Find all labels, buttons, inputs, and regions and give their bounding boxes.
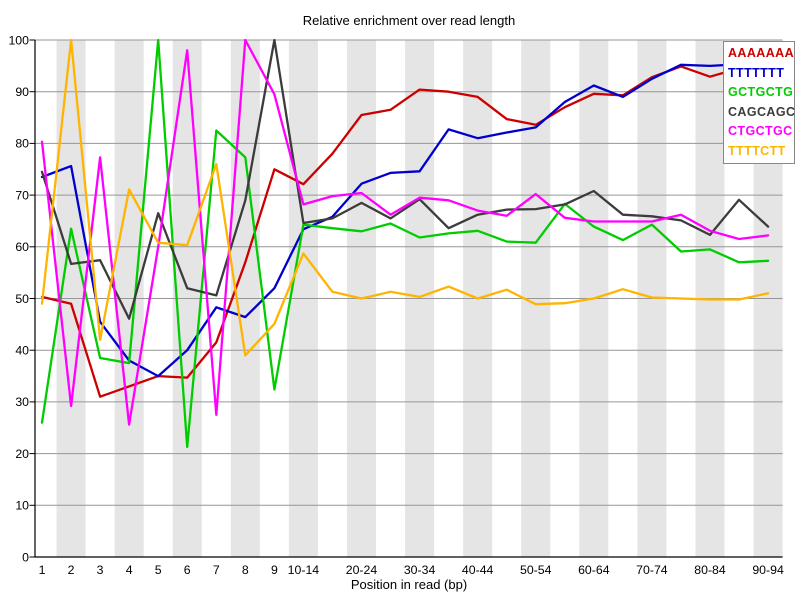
- chart-title: Relative enrichment over read length: [302, 13, 516, 28]
- series-line-AAAAAAA: [40, 62, 770, 398]
- x-tick-label: 90-94: [752, 563, 784, 577]
- y-tick-label: 80: [15, 137, 29, 151]
- legend-entry-AAAAAAA: AAAAAAA: [728, 46, 794, 60]
- series-line-TTTTCTT: [40, 38, 770, 357]
- legend-entry-CTGCTGC: CTGCTGC: [728, 124, 793, 139]
- legend-entry-TTTTCTT: TTTTCTT: [728, 143, 786, 158]
- legend: AAAAAAA TTTTTTT GCTGCTG CAGCAGC CTGCTGC TTTTC…: [723, 41, 795, 164]
- series-line-GCTGCTG: [40, 38, 770, 449]
- legend-entry-GCTGCTG: GCTGCTG: [728, 85, 794, 100]
- y-tick-label: 90: [15, 85, 29, 99]
- x-tick-label: 3: [97, 563, 104, 577]
- x-tick-label: 30-34: [404, 563, 436, 577]
- x-tick-label: 7: [213, 563, 220, 577]
- series-line-CAGCAGC: [40, 38, 770, 320]
- x-tick-label: 1: [39, 563, 46, 577]
- legend-entry-CAGCAGC: CAGCAGC: [728, 104, 796, 119]
- x-tick-label: 9: [271, 563, 278, 577]
- series-line-CTGCTGC: [40, 38, 770, 426]
- x-tick-label: 5: [155, 563, 162, 577]
- x-tick-label: 40-44: [462, 563, 494, 577]
- x-tick-label: 60-64: [578, 563, 610, 577]
- y-tick-label: 20: [15, 447, 29, 461]
- x-tick-label: 70-74: [636, 563, 668, 577]
- y-tick-label: 50: [15, 292, 29, 306]
- x-tick-label: 10-14: [288, 563, 320, 577]
- y-tick-label: 100: [8, 33, 29, 47]
- x-tick-label: 6: [184, 563, 191, 577]
- y-tick-label: 40: [15, 344, 29, 358]
- x-tick-label: 8: [242, 563, 249, 577]
- y-tick-label: 60: [15, 240, 29, 254]
- x-tick-label: 50-54: [520, 563, 552, 577]
- x-tick-label: 4: [126, 563, 133, 577]
- x-axis-title: Position in read (bp): [350, 577, 468, 592]
- y-tick-label: 0: [22, 550, 29, 564]
- legend-entry-TTTTTTT: TTTTTTT: [728, 65, 785, 80]
- x-tick-label: 2: [68, 563, 75, 577]
- y-tick-label: 70: [15, 188, 29, 202]
- x-tick-label: 80-84: [694, 563, 726, 577]
- series-line-TTTTTTT: [40, 60, 770, 378]
- y-tick-label: 10: [15, 499, 29, 513]
- x-tick-label: 20-24: [346, 563, 378, 577]
- y-tick-label: 30: [15, 395, 29, 409]
